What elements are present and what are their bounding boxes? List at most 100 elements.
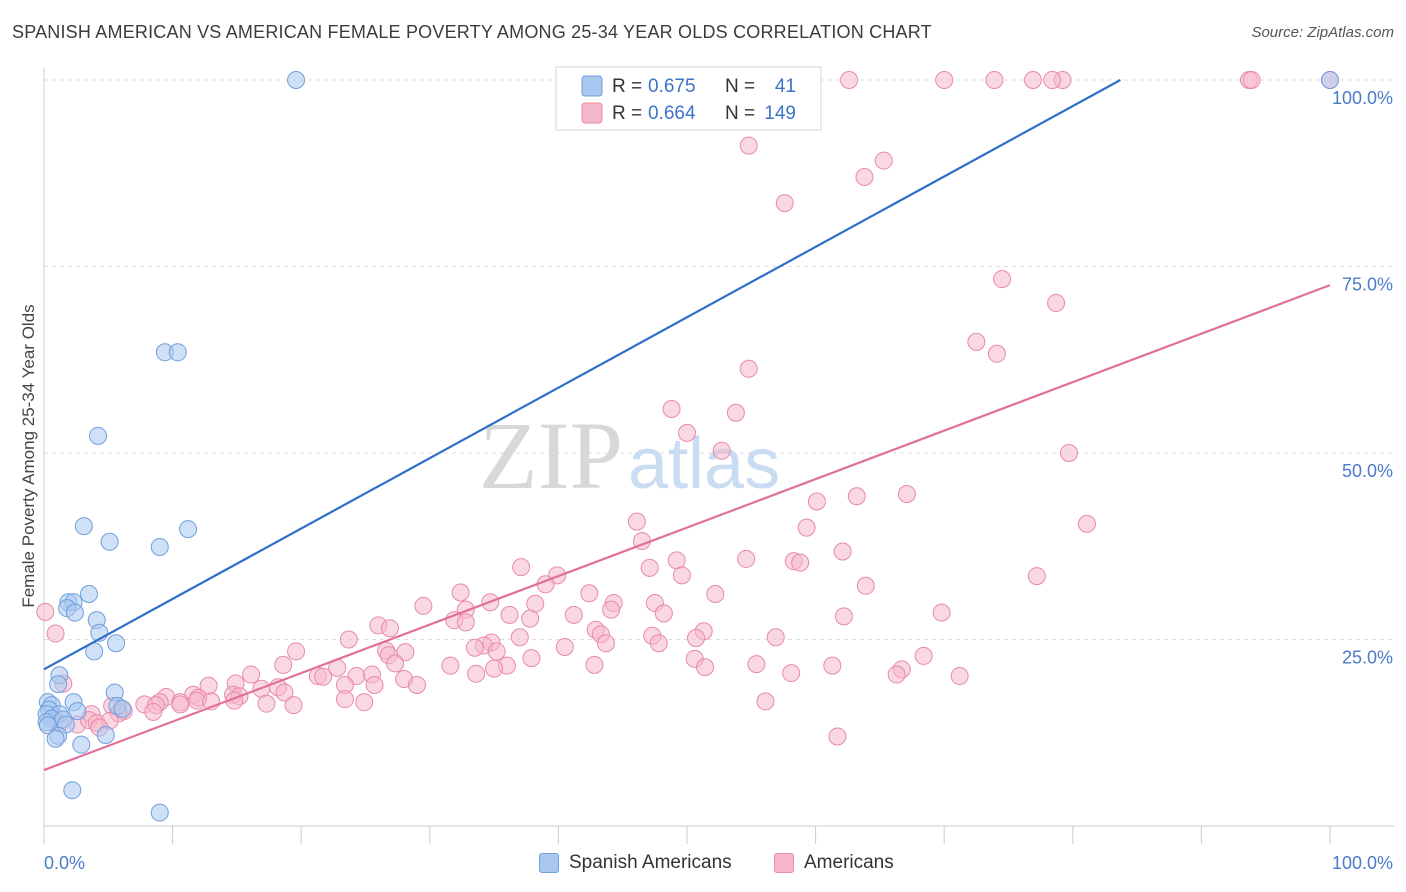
americans-point: [36, 602, 55, 621]
y-axis-label: Female Poverty Among 25-34 Year Olds: [19, 304, 38, 607]
spanish-americans-point: [113, 699, 132, 718]
americans-point: [380, 619, 399, 638]
americans-point: [775, 194, 794, 213]
spanish-americans-point: [63, 781, 82, 800]
americans-point: [627, 512, 646, 531]
y-tick-label: 25.0%: [1342, 648, 1393, 668]
americans-point: [687, 629, 706, 648]
americans-point: [1023, 71, 1042, 89]
americans-point: [1077, 514, 1096, 533]
spanish-americans-point: [96, 725, 115, 744]
americans-point: [596, 634, 615, 653]
watermark: ZIP atlas: [479, 402, 780, 509]
americans-point: [585, 655, 604, 674]
americans-point: [339, 630, 358, 649]
stats-legend: R = 0.675 N = 41 R = 0.664 N = 149: [555, 66, 822, 131]
data-points: [36, 71, 1339, 822]
americans-point: [171, 695, 190, 714]
americans-point: [782, 664, 801, 683]
legend-blue-n-label: N =: [725, 76, 755, 97]
americans-point: [654, 604, 673, 623]
spanish-americans-point: [287, 71, 306, 89]
americans-point: [355, 693, 374, 712]
spanish-americans-point: [150, 537, 169, 556]
americans-point: [756, 692, 775, 711]
spanish-americans-point: [65, 603, 84, 622]
americans-point: [712, 441, 731, 460]
americans-point: [1242, 71, 1261, 89]
americans-point: [887, 665, 906, 684]
americans-point: [512, 558, 531, 577]
americans-point: [985, 71, 1004, 89]
americans-point: [914, 646, 933, 665]
americans-point: [797, 518, 816, 537]
americans-point: [766, 628, 785, 647]
americans-trend-line: [43, 284, 1331, 772]
legend-pink-swatch: [581, 102, 603, 124]
y-tick-label: 100.0%: [1332, 88, 1393, 108]
watermark-atlas: atlas: [628, 424, 780, 504]
americans-point: [555, 637, 574, 656]
americans-point: [526, 594, 545, 613]
americans-point: [706, 584, 725, 603]
americans-point: [833, 542, 852, 561]
americans-point: [1043, 71, 1062, 89]
americans-point: [242, 665, 261, 684]
legend-item-americans: Americans: [774, 852, 894, 874]
americans-point: [807, 492, 826, 511]
americans-point: [696, 658, 715, 677]
americans-point: [1047, 294, 1066, 313]
americans-point: [855, 167, 874, 186]
americans-point: [275, 683, 294, 702]
legend-blue-r-label: R =: [612, 76, 642, 97]
watermark-zip: ZIP: [479, 402, 623, 509]
americans-point: [564, 605, 583, 624]
americans-point: [284, 696, 303, 715]
americans-point: [840, 71, 859, 89]
americans-point: [1059, 444, 1078, 462]
axis-labels: Female Poverty Among 25-34 Year Olds 25.…: [19, 88, 1393, 873]
americans-point: [662, 399, 681, 418]
spanish-americans-point: [168, 343, 187, 362]
spanish-americans-label: Spanish Americans: [569, 852, 732, 873]
americans-point: [456, 613, 475, 632]
americans-point: [522, 649, 541, 668]
americans-point: [678, 423, 696, 442]
americans-point: [386, 654, 405, 673]
legend-pink-n-label: N =: [725, 103, 755, 124]
americans-point: [649, 634, 668, 653]
americans-point: [834, 607, 853, 626]
americans-point: [451, 583, 470, 602]
americans-point: [414, 596, 433, 615]
spanish-americans-point: [100, 532, 119, 551]
americans-point: [467, 664, 486, 683]
americans-point: [365, 676, 384, 695]
gridlines: [44, 79, 1394, 640]
chart-source: Source: ZipAtlas.com: [1251, 24, 1394, 41]
americans-point: [874, 151, 893, 170]
americans-point: [726, 403, 745, 422]
americans-point: [602, 600, 621, 619]
americans-point: [500, 605, 519, 624]
americans-point: [580, 584, 599, 603]
americans-point: [335, 690, 354, 709]
x-tick-label: 0.0%: [44, 853, 85, 873]
americans-point: [46, 624, 65, 643]
spanish-americans-point: [68, 702, 87, 721]
spanish-americans-point: [179, 520, 198, 539]
legend-blue-n-value: 41: [775, 76, 796, 97]
americans-point: [823, 656, 842, 675]
spanish-americans-point: [74, 517, 93, 536]
legend-pink-n-value: 149: [764, 103, 796, 124]
americans-point: [856, 576, 875, 595]
americans-point: [739, 359, 758, 378]
americans-point: [737, 549, 756, 568]
americans-point: [487, 642, 506, 661]
spanish-americans-point: [150, 803, 169, 822]
americans-point: [897, 485, 916, 504]
y-tick-label: 75.0%: [1342, 275, 1393, 295]
spanish-americans-trend-line: [43, 79, 1121, 671]
spanish-americans-point: [80, 584, 99, 603]
spanish-americans-swatch: [539, 853, 559, 873]
americans-point: [828, 727, 847, 746]
